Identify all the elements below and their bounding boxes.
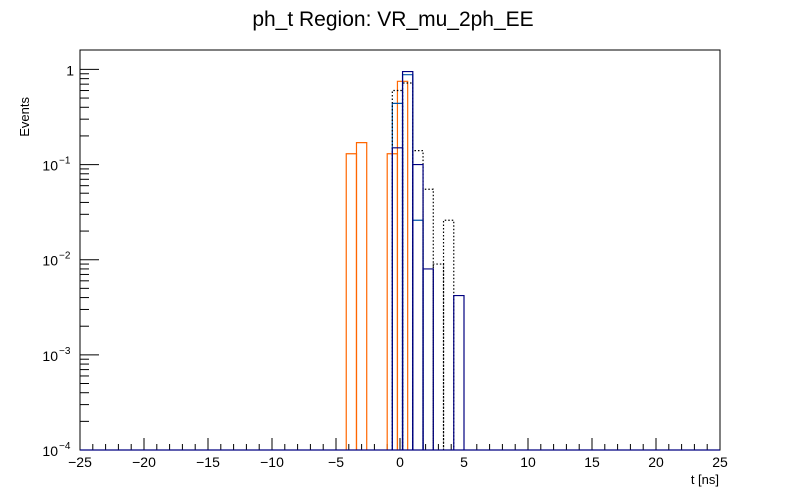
x-tick-label: −25 xyxy=(68,454,92,470)
x-tick-label: −10 xyxy=(260,454,284,470)
y-tick-label: 10 xyxy=(42,158,58,174)
histogram-bin xyxy=(345,153,358,450)
histogram-bin xyxy=(442,219,455,450)
x-tick-label: 0 xyxy=(396,454,404,470)
x-tick-label: −15 xyxy=(196,454,220,470)
chart-title: ph_t Region: VR_mu_2ph_EE xyxy=(252,8,533,31)
series-1 xyxy=(345,80,409,450)
y-tick-exponent: −4 xyxy=(59,441,71,452)
x-tick-label: 15 xyxy=(584,454,600,470)
y-tick-label: 10 xyxy=(42,253,58,269)
y-tick-label: 10 xyxy=(42,443,58,459)
x-tick-label: 10 xyxy=(520,454,536,470)
histogram-bin xyxy=(355,142,368,450)
histogram-bin xyxy=(412,163,424,450)
histogram-bin xyxy=(422,268,434,450)
y-tick-exponent: −3 xyxy=(59,346,71,357)
x-tick-labels: −25 −20 −15 −10 −5 0 5 10 15 20 25 xyxy=(68,454,728,470)
x-tick-label: 25 xyxy=(712,454,728,470)
histogram-bin xyxy=(412,150,424,450)
axis-ticks xyxy=(79,68,721,451)
y-axis-label: Events xyxy=(17,97,32,137)
plot-frame xyxy=(79,49,721,451)
histogram-bin xyxy=(453,294,465,450)
histogram-bin xyxy=(422,188,434,450)
y-tick-label: 1 xyxy=(66,62,74,78)
y-tick-labels: 10 −410 −310 −210 −11 xyxy=(42,62,74,459)
y-tick-exponent: −2 xyxy=(59,251,71,262)
histogram-bin xyxy=(432,263,445,450)
x-tick-label: 5 xyxy=(460,454,468,470)
x-tick-label: −20 xyxy=(132,454,156,470)
series-layer xyxy=(80,70,720,451)
y-tick-exponent: −1 xyxy=(59,156,71,167)
x-tick-label: 20 xyxy=(648,454,664,470)
x-axis-label: t [ns] xyxy=(691,472,719,487)
histogram-bin xyxy=(412,219,424,450)
x-tick-label: −5 xyxy=(328,454,344,470)
series-4 xyxy=(391,70,465,450)
y-tick-label: 10 xyxy=(42,348,58,364)
